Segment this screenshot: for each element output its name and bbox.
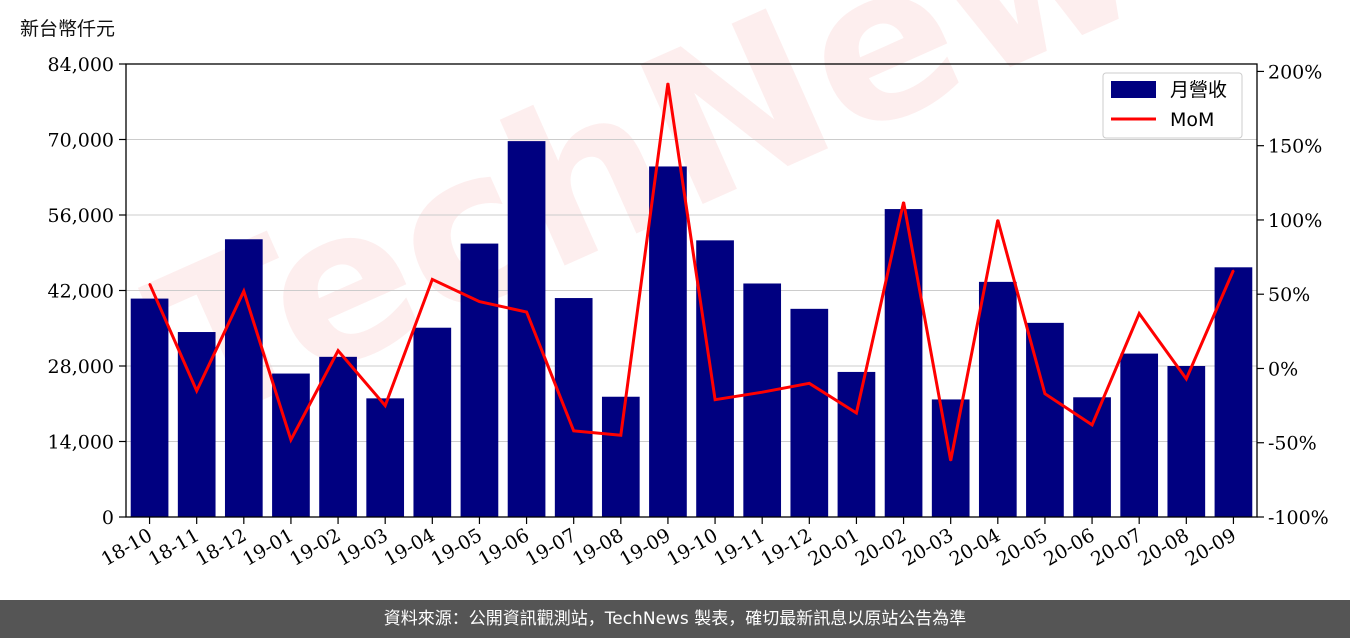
x-tick-label: 19-06 [475,524,533,570]
right-tick-label: -100% [1268,507,1329,529]
bar-20-01 [837,371,876,517]
bar-20-09 [1214,267,1253,517]
mom-point-20-02 [902,201,905,203]
x-tick-label: 19-02 [286,524,344,570]
bar-19-06 [507,141,546,517]
mom-point-18-11 [195,389,198,392]
bar-19-10 [696,240,734,517]
left-tick-label: 0 [102,507,114,529]
mom-point-19-01 [290,438,292,441]
bar-19-12 [790,308,829,517]
x-tick-label: 20-08 [1134,524,1192,570]
right-tick-label: 0% [1268,358,1298,380]
bar-19-04 [413,327,452,517]
mom-point-18-10 [148,283,151,285]
bar-19-05 [460,243,499,517]
mom-point-20-01 [855,412,858,414]
mom-point-19-08 [620,434,622,437]
x-tick-label: 18-11 [145,524,203,570]
x-tick-label: 19-11 [710,524,768,570]
bar-18-12 [224,239,263,517]
mom-point-20-07 [1138,312,1140,315]
mom-point-20-03 [949,459,952,462]
bar-18-10 [130,298,169,517]
right-tick-label: 200% [1268,61,1322,83]
left-tick-label: 28,000 [48,356,114,378]
bar-20-05 [1026,322,1064,517]
x-tick-label: 20-05 [993,524,1051,570]
x-tick-label: 19-03 [333,524,391,570]
bar-19-08 [601,396,640,517]
x-tick-label: 19-09 [616,524,674,570]
right-tick-label: 150% [1268,136,1322,158]
legend-bar-swatch [1111,81,1156,98]
bar-19-09 [649,166,687,517]
bar-20-07 [1120,353,1159,517]
left-tick-label: 14,000 [48,432,114,454]
left-tick-label: 42,000 [48,281,114,303]
bar-19-07 [554,298,593,517]
mom-point-19-07 [572,430,575,432]
mom-point-19-03 [384,404,386,407]
x-tick-label: 18-10 [98,524,156,570]
mom-point-18-12 [243,290,245,293]
x-tick-label: 20-04 [946,524,1004,570]
bar-19-11 [743,283,782,517]
mom-point-19-11 [761,391,763,394]
mom-line [148,83,1235,461]
mom-point-19-12 [808,382,811,385]
x-tick-label: 20-09 [1181,524,1239,570]
mom-point-19-10 [714,398,716,401]
legend-label-mom: MoM [1170,109,1214,131]
x-tick-label: 18-12 [192,524,250,570]
x-tick-label: 20-03 [899,524,957,570]
left-tick-label: 56,000 [48,205,114,227]
unit-label: 新台幣仟元 [20,18,116,40]
bar-20-04 [978,281,1017,517]
x-tick-label: 20-07 [1087,524,1145,570]
mom-point-19-06 [525,311,528,313]
bar-20-08 [1167,366,1206,517]
x-tick-label: 19-08 [569,524,627,570]
x-tick-label: 20-02 [852,524,910,570]
x-tick-label: 19-05 [427,524,485,570]
left-tick-label: 84,000 [48,54,114,76]
x-tick-label: 19-07 [522,524,580,570]
x-tick-label: 19-01 [239,524,297,570]
mom-point-20-05 [1044,392,1046,395]
mom-point-20-06 [1091,424,1093,426]
x-tick-label: 20-06 [1040,524,1098,570]
x-tick-label: 19-10 [663,524,721,570]
mom-point-19-09 [667,82,669,85]
mom-point-20-09 [1232,269,1235,272]
left-tick-label: 70,000 [48,130,114,152]
right-tick-label: 50% [1268,284,1310,306]
revenue-chart: 0 14,000 28,000 42,000 56,000 70,000 84,000 -10… [48,54,1329,571]
mom-point-19-02 [337,349,339,352]
right-tick-label: 100% [1268,210,1322,232]
bar-19-02 [319,356,357,517]
mom-point-20-08 [1185,378,1188,380]
legend-label-revenue: 月營收 [1170,79,1227,101]
bar-19-03 [366,398,405,517]
source-footer: 資料來源：公開資訊觀測站，TechNews 製表，確切最新訊息以原站公告為準 [0,600,1350,638]
mom-point-20-04 [997,219,999,221]
x-tick-label: 20-01 [804,524,862,570]
mom-point-19-04 [431,278,434,281]
x-tick-label: 19-12 [757,524,815,570]
legend: 月營收 MoM [1102,72,1243,139]
mom-point-19-05 [478,300,481,303]
right-tick-label: -50% [1268,433,1317,455]
x-tick-label: 19-04 [380,524,438,570]
